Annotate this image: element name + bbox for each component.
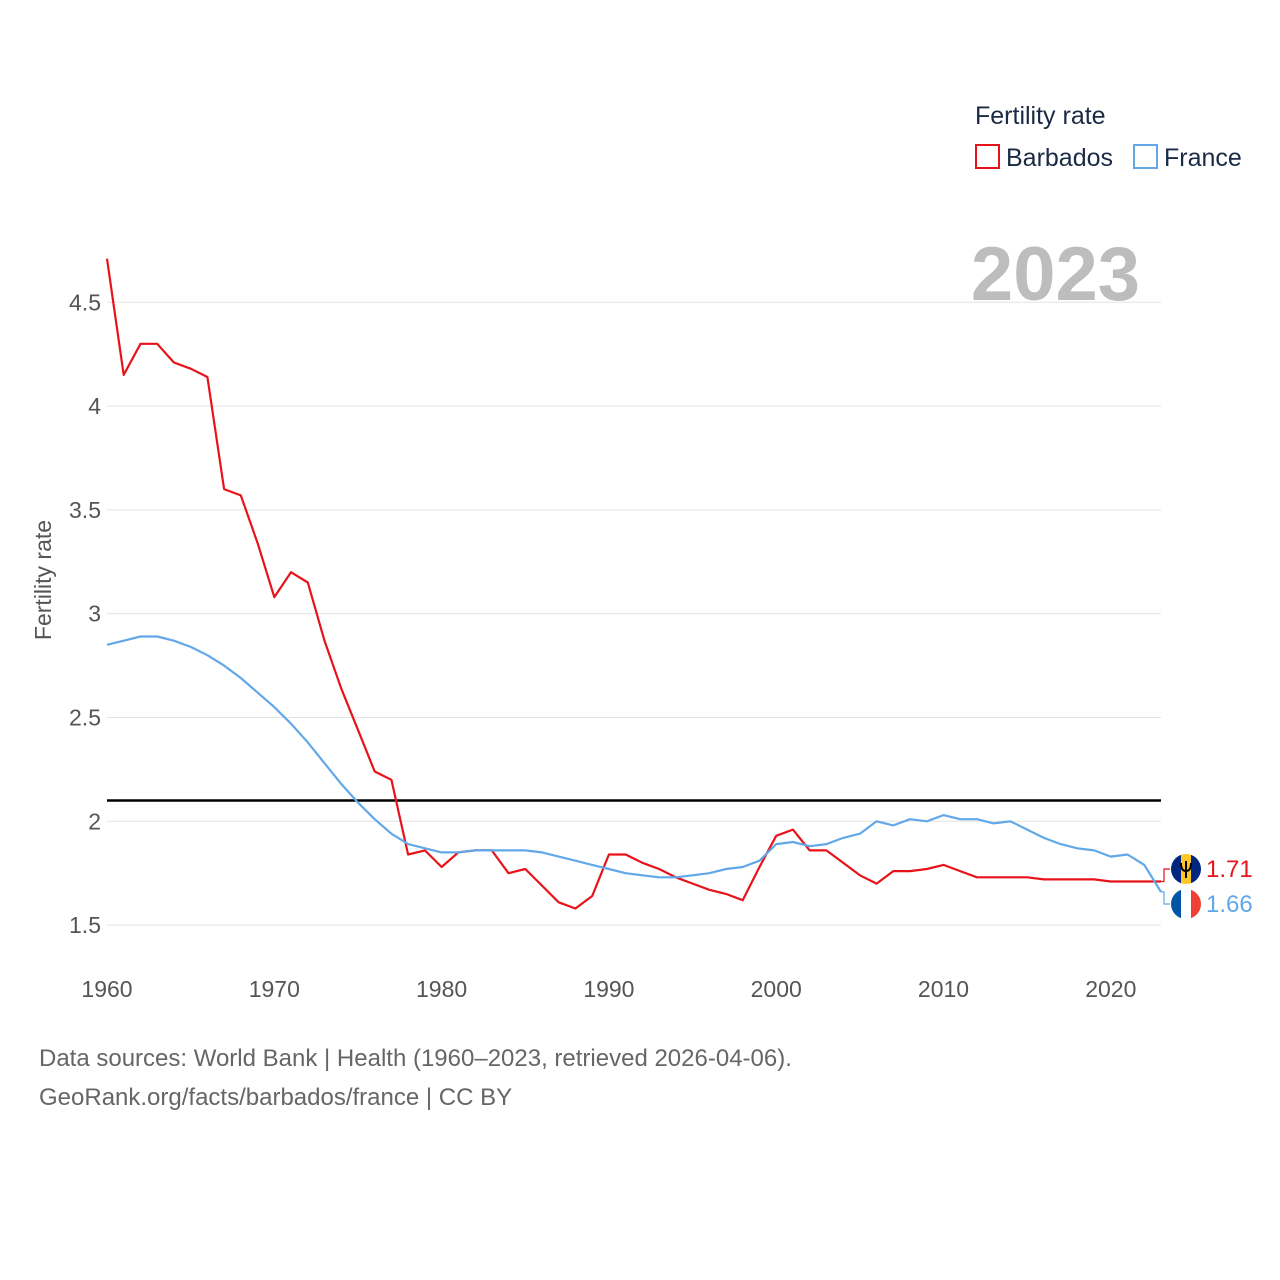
barbados-flag-icon (1171, 854, 1201, 884)
series-lines (105, 258, 1162, 910)
leader-line-france (1161, 891, 1170, 905)
end-value-label-barbados: 1.71 (1206, 856, 1253, 883)
legend: Fertility rate Barbados France (975, 102, 1242, 172)
y-axis-title: Fertility rate (30, 520, 56, 640)
gridlines (107, 301, 1161, 926)
leader-line-barbados (1161, 868, 1170, 883)
end-value-label-france: 1.66 (1206, 891, 1253, 918)
x-tick-label: 2000 (751, 976, 802, 1002)
y-tick-label: 2 (88, 808, 101, 834)
legend-swatch-barbados (975, 144, 1000, 169)
y-tick-label: 2.5 (69, 704, 101, 730)
legend-title: Fertility rate (975, 102, 1106, 130)
x-tick-label: 1960 (81, 976, 132, 1002)
y-axis-ticks: 1.5 2 2.5 3 3.5 4 4.5 (69, 289, 101, 938)
y-tick-label: 4 (88, 393, 101, 419)
legend-label-france: France (1164, 144, 1242, 172)
legend-swatch-france (1133, 144, 1158, 169)
series-line-france (106, 635, 1162, 893)
data-source-note: Data sources: World Bank | Health (1960–… (39, 1045, 792, 1072)
x-tick-label: 1980 (416, 976, 467, 1002)
x-tick-label: 1970 (249, 976, 300, 1002)
y-tick-label: 4.5 (69, 289, 101, 315)
x-tick-label: 2020 (1085, 976, 1136, 1002)
source-url[interactable]: GeoRank.org/facts/barbados/france | CC B… (39, 1084, 513, 1111)
legend-label-barbados: Barbados (1006, 144, 1113, 172)
x-tick-label: 2010 (918, 976, 969, 1002)
year-label: 2023 (971, 232, 1140, 317)
y-tick-label: 1.5 (69, 912, 101, 938)
x-axis-ticks: 1960 1970 1980 1990 2000 2010 2020 (81, 976, 1136, 1002)
y-tick-label: 3 (88, 601, 101, 627)
y-tick-label: 3.5 (69, 497, 101, 523)
series-line-barbados (105, 258, 1161, 910)
x-tick-label: 1990 (583, 976, 634, 1002)
france-flag-icon (1171, 889, 1201, 919)
end-labels: 1.71 1.66 (1161, 856, 1253, 918)
